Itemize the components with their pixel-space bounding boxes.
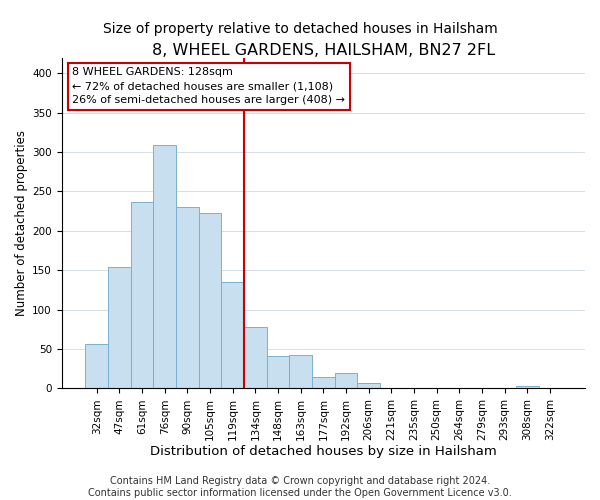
Bar [289,356,312,388]
Bar [221,282,244,389]
Bar [176,207,199,388]
Bar [199,212,221,388]
Bar [154,145,176,388]
Y-axis label: Number of detached properties: Number of detached properties [15,130,28,316]
Bar [131,202,154,388]
Bar [335,372,358,388]
Bar [244,327,266,388]
Bar [516,386,539,388]
Text: Contains HM Land Registry data © Crown copyright and database right 2024.
Contai: Contains HM Land Registry data © Crown c… [88,476,512,498]
Bar [312,378,335,388]
X-axis label: Distribution of detached houses by size in Hailsham: Distribution of detached houses by size … [150,444,497,458]
Bar [358,383,380,388]
Title: 8, WHEEL GARDENS, HAILSHAM, BN27 2FL: 8, WHEEL GARDENS, HAILSHAM, BN27 2FL [152,42,495,58]
Bar [85,344,108,388]
Text: Size of property relative to detached houses in Hailsham: Size of property relative to detached ho… [103,22,497,36]
Bar [108,267,131,388]
Bar [266,356,289,388]
Text: 8 WHEEL GARDENS: 128sqm
← 72% of detached houses are smaller (1,108)
26% of semi: 8 WHEEL GARDENS: 128sqm ← 72% of detache… [72,68,345,106]
